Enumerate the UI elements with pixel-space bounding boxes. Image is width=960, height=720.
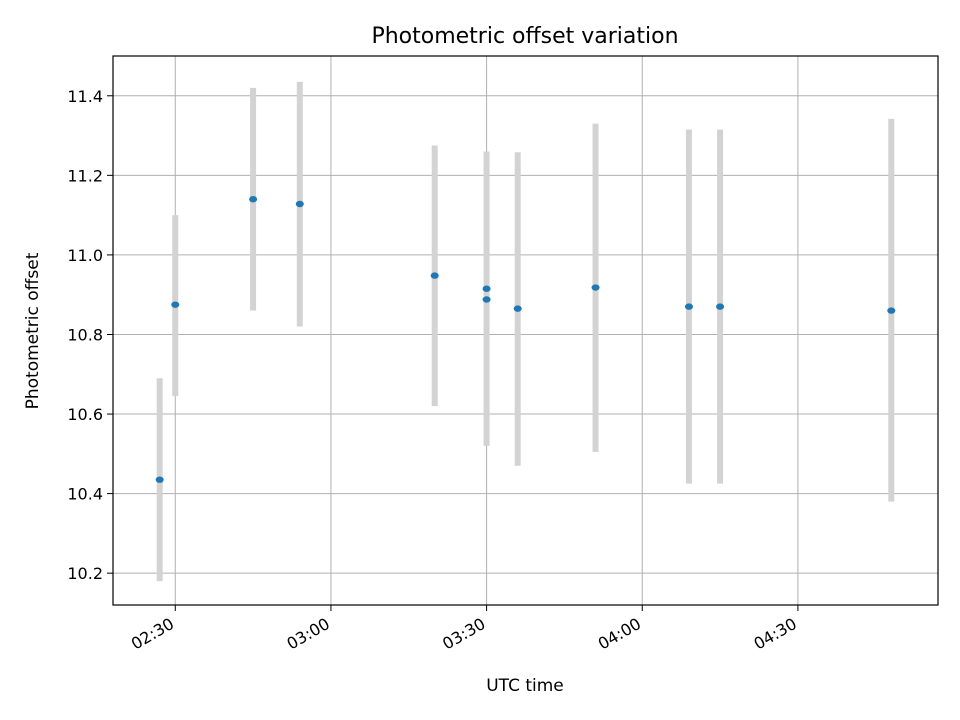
y-tick-label-4: 11.0	[67, 246, 103, 265]
data-point-11	[887, 307, 896, 314]
data-point-1	[171, 301, 180, 308]
x-tick-label-0: 02:30	[128, 614, 177, 654]
error-bars	[156, 81, 895, 582]
x-tick-label-1: 03:00	[283, 614, 332, 654]
y-tick-label-1: 10.4	[67, 485, 103, 504]
data-point-8	[591, 284, 600, 291]
y-axis-label: Photometric offset	[23, 252, 43, 409]
x-axis-ticks: 02:30 03:00 03:30 04:00 04:30	[128, 605, 800, 654]
data-point-10	[716, 303, 725, 310]
data-point-3	[295, 200, 304, 208]
y-tick-label-6: 11.4	[67, 87, 103, 106]
data-point-5	[482, 285, 491, 292]
data-points	[155, 196, 896, 483]
x-axis-label: UTC time	[486, 676, 564, 696]
x-tick-label-4: 04:30	[750, 614, 799, 654]
y-tick-label-5: 11.2	[67, 166, 103, 185]
x-tick-label-3: 04:00	[595, 614, 644, 654]
x-tick-label-2: 03:30	[439, 614, 488, 654]
data-point-2	[249, 196, 258, 203]
plot-frame	[112, 55, 939, 606]
data-point-7	[513, 305, 522, 312]
grid	[113, 56, 938, 605]
y-tick-label-0: 10.2	[67, 564, 103, 583]
data-point-9	[684, 303, 693, 310]
data-point-0	[155, 476, 164, 483]
y-tick-label-3: 10.8	[67, 325, 103, 344]
chart-title: Photometric offset variation	[371, 24, 678, 49]
data-point-4	[430, 272, 439, 279]
data-point-6	[482, 296, 491, 303]
y-axis-ticks: 10.2 10.4 10.6 10.8 11.0 11.2 11.4	[67, 87, 113, 583]
y-tick-label-2: 10.6	[67, 405, 103, 424]
